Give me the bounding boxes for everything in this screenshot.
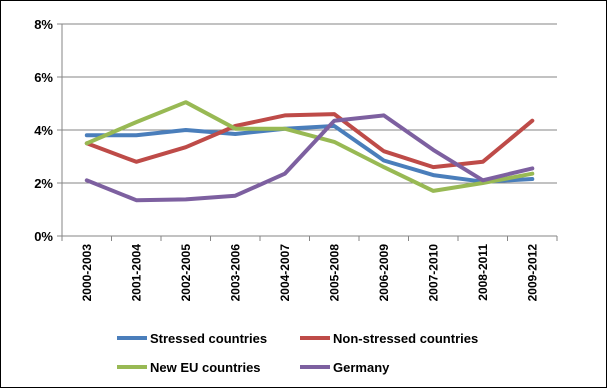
- x-tick-label: 2000-2003: [80, 244, 94, 302]
- series-line-new-eu-countries: [84, 100, 535, 193]
- legend-label: New EU countries: [150, 360, 261, 375]
- x-tick-label: 2001-2004: [129, 244, 143, 302]
- x-axis-ticks: 2000-2003 2001-2004 2002-2005 2003-2006 2004…: [61, 236, 558, 302]
- x-tick-label: 2009-2012: [525, 244, 539, 302]
- x-tick-label: 2002-2005: [179, 244, 193, 302]
- legend-item: Non-stressed countries: [300, 331, 478, 346]
- legend-item: Stressed countries: [117, 331, 267, 346]
- y-tick-label: 0%: [34, 229, 53, 244]
- legend-label: Non-stressed countries: [333, 331, 478, 346]
- y-tick-label: 8%: [34, 17, 53, 32]
- x-tick-label: 2007-2010: [426, 244, 440, 302]
- series-line-germany: [84, 113, 535, 203]
- y-tick-label: 6%: [34, 70, 53, 85]
- y-axis-ticks: 0% 2% 4% 6% 8%: [34, 17, 62, 244]
- legend-item: Germany: [300, 360, 390, 375]
- legend-label: Stressed countries: [150, 331, 267, 346]
- legend: Stressed countries Non-stressed countries…: [117, 331, 478, 375]
- gridlines: [62, 23, 557, 184]
- series-line-stressed-countries: [84, 124, 535, 184]
- y-tick-label: 2%: [34, 176, 53, 191]
- y-tick-label: 4%: [34, 123, 53, 138]
- x-tick-label: 2006-2009: [377, 244, 391, 302]
- x-tick-label: 2005-2008: [327, 244, 341, 302]
- legend-label: Germany: [333, 360, 390, 375]
- x-tick-label: 2003-2006: [228, 244, 242, 302]
- x-tick-label: 2004-2007: [278, 244, 292, 302]
- series-line-non-stressed-countries: [84, 112, 535, 170]
- series-lines: [84, 100, 535, 203]
- x-tick-label: 2008-2011: [476, 244, 490, 301]
- legend-item: New EU countries: [117, 360, 261, 375]
